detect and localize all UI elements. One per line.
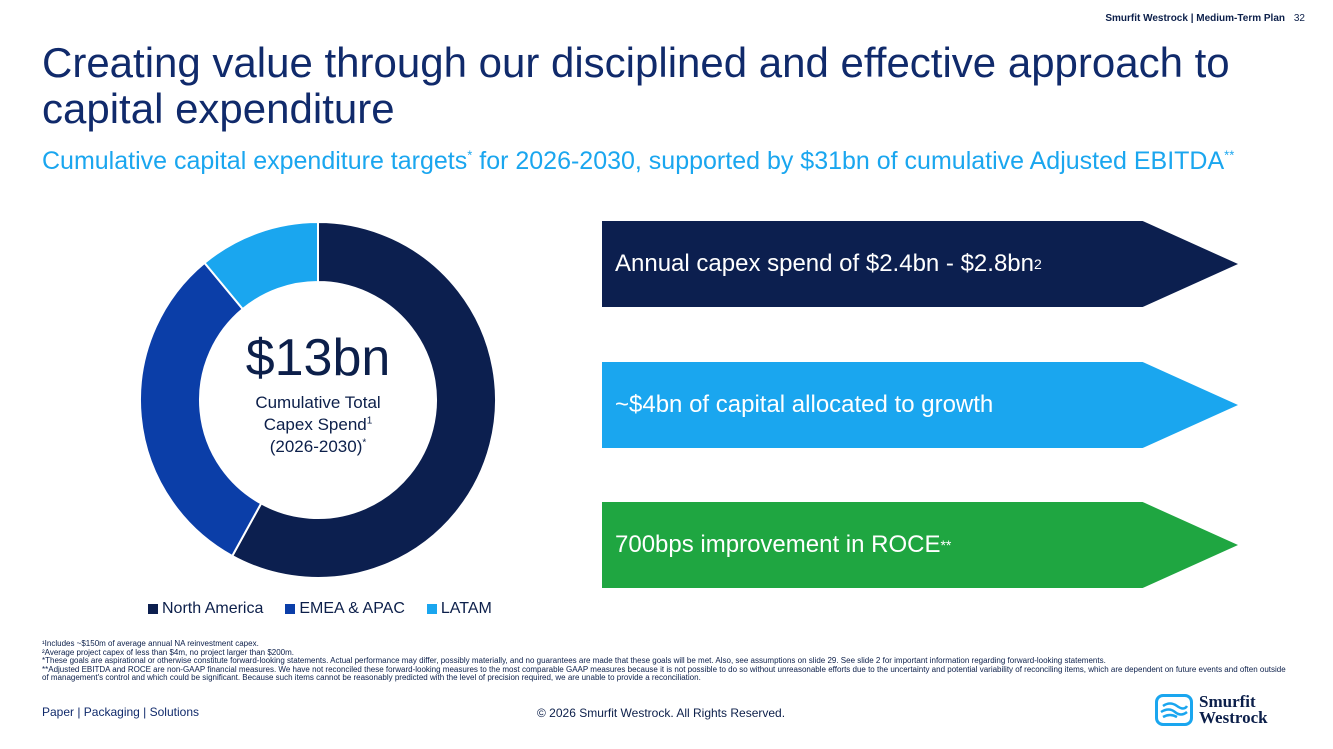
footer-tagline: Paper | Packaging | Solutions (42, 705, 199, 719)
arrow-annual-capex: Annual capex spend of $2.4bn - $2.8bn 2 (602, 221, 1238, 307)
legend-label: LATAM (440, 600, 492, 617)
donut-caption-line2-sup: 1 (366, 415, 373, 427)
donut-center-caption: Cumulative Total Capex Spend1 (2026-2030… (218, 392, 418, 458)
arrow-growth-capital: ~$4bn of capital allocated to growth (602, 362, 1238, 448)
legend-swatch (426, 604, 437, 614)
arrow-text: Annual capex spend of $2.4bn - $2.8bn (615, 250, 1034, 277)
footnote-2: ²Average project capex of less than $4m,… (42, 647, 294, 657)
chart-legend: North America EMEA & APAC LATAM (148, 600, 492, 618)
page-title: Creating value through our disciplined a… (42, 39, 1230, 132)
legend-label: EMEA & APAC (299, 600, 405, 617)
footnote-3: *These goals are aspirational or otherwi… (42, 656, 1106, 665)
donut-caption-line3-sup: * (362, 437, 367, 449)
page-number: 32 (1293, 13, 1305, 24)
donut-caption-line3: (2026-2030) (269, 437, 363, 456)
legend-label: North America (162, 600, 264, 617)
logo-line1: Smurfit (1199, 692, 1256, 711)
donut-slice-north-america (230, 220, 497, 579)
legend-item-latam: LATAM (426, 600, 492, 618)
subtitle-part1: Cumulative capital expenditure targets (42, 147, 468, 175)
arrow-roce-improvement: 700bps improvement in ROCE ** (602, 502, 1238, 588)
legend-swatch (148, 604, 158, 614)
donut-caption-line2: Capex Spend (263, 415, 367, 434)
footnotes: ¹Includes ~$150m of average annual NA re… (42, 639, 1292, 683)
logo-waves-icon (1160, 702, 1189, 719)
arrow-text: 700bps improvement in ROCE (615, 531, 941, 558)
donut-center: $13bn Cumulative Total Capex Spend1 (202… (218, 330, 418, 458)
donut-slice-emea-apac (139, 261, 263, 558)
logo-wordmark: Smurfit Westrock (1199, 692, 1268, 727)
capex-donut-chart: $13bn Cumulative Total Capex Spend1 (202… (138, 220, 498, 580)
footnote-4: **Adjusted EBITDA and ROCE are non-GAAP … (42, 664, 1286, 682)
logo-mark-icon (1155, 694, 1193, 726)
logo-line2: Westrock (1199, 708, 1268, 727)
donut-slice-latam (203, 220, 319, 311)
donut-center-value: $13bn (245, 329, 391, 387)
footnote-1: ¹Includes ~$150m of average annual NA re… (42, 639, 259, 648)
subtitle-sup1: * (467, 147, 473, 163)
donut-caption-line1: Cumulative Total (255, 393, 381, 412)
footer-copyright: © 2026 Smurfit Westrock. All Rights Rese… (537, 706, 786, 720)
legend-item-north-america: North America (148, 600, 263, 618)
page-subtitle: Cumulative capital expenditure targets* … (42, 146, 1292, 177)
arrow-text: ~$4bn of capital allocated to growth (615, 391, 994, 418)
header-tag: Smurfit Westrock | Medium-Term Plan (1105, 13, 1285, 24)
donut-svg (139, 220, 497, 579)
smurfit-westrock-logo: Smurfit Westrock (1155, 692, 1268, 727)
legend-swatch (285, 604, 296, 614)
subtitle-part2: for 2026-2030, supported by $31bn of cum… (472, 147, 1225, 175)
subtitle-sup2: ** (1224, 147, 1235, 163)
legend-item-emea-apac: EMEA & APAC (285, 600, 405, 618)
